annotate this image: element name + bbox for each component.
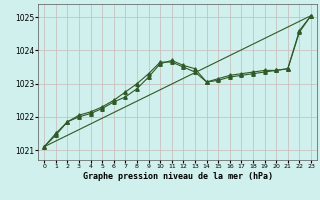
- X-axis label: Graphe pression niveau de la mer (hPa): Graphe pression niveau de la mer (hPa): [83, 172, 273, 181]
